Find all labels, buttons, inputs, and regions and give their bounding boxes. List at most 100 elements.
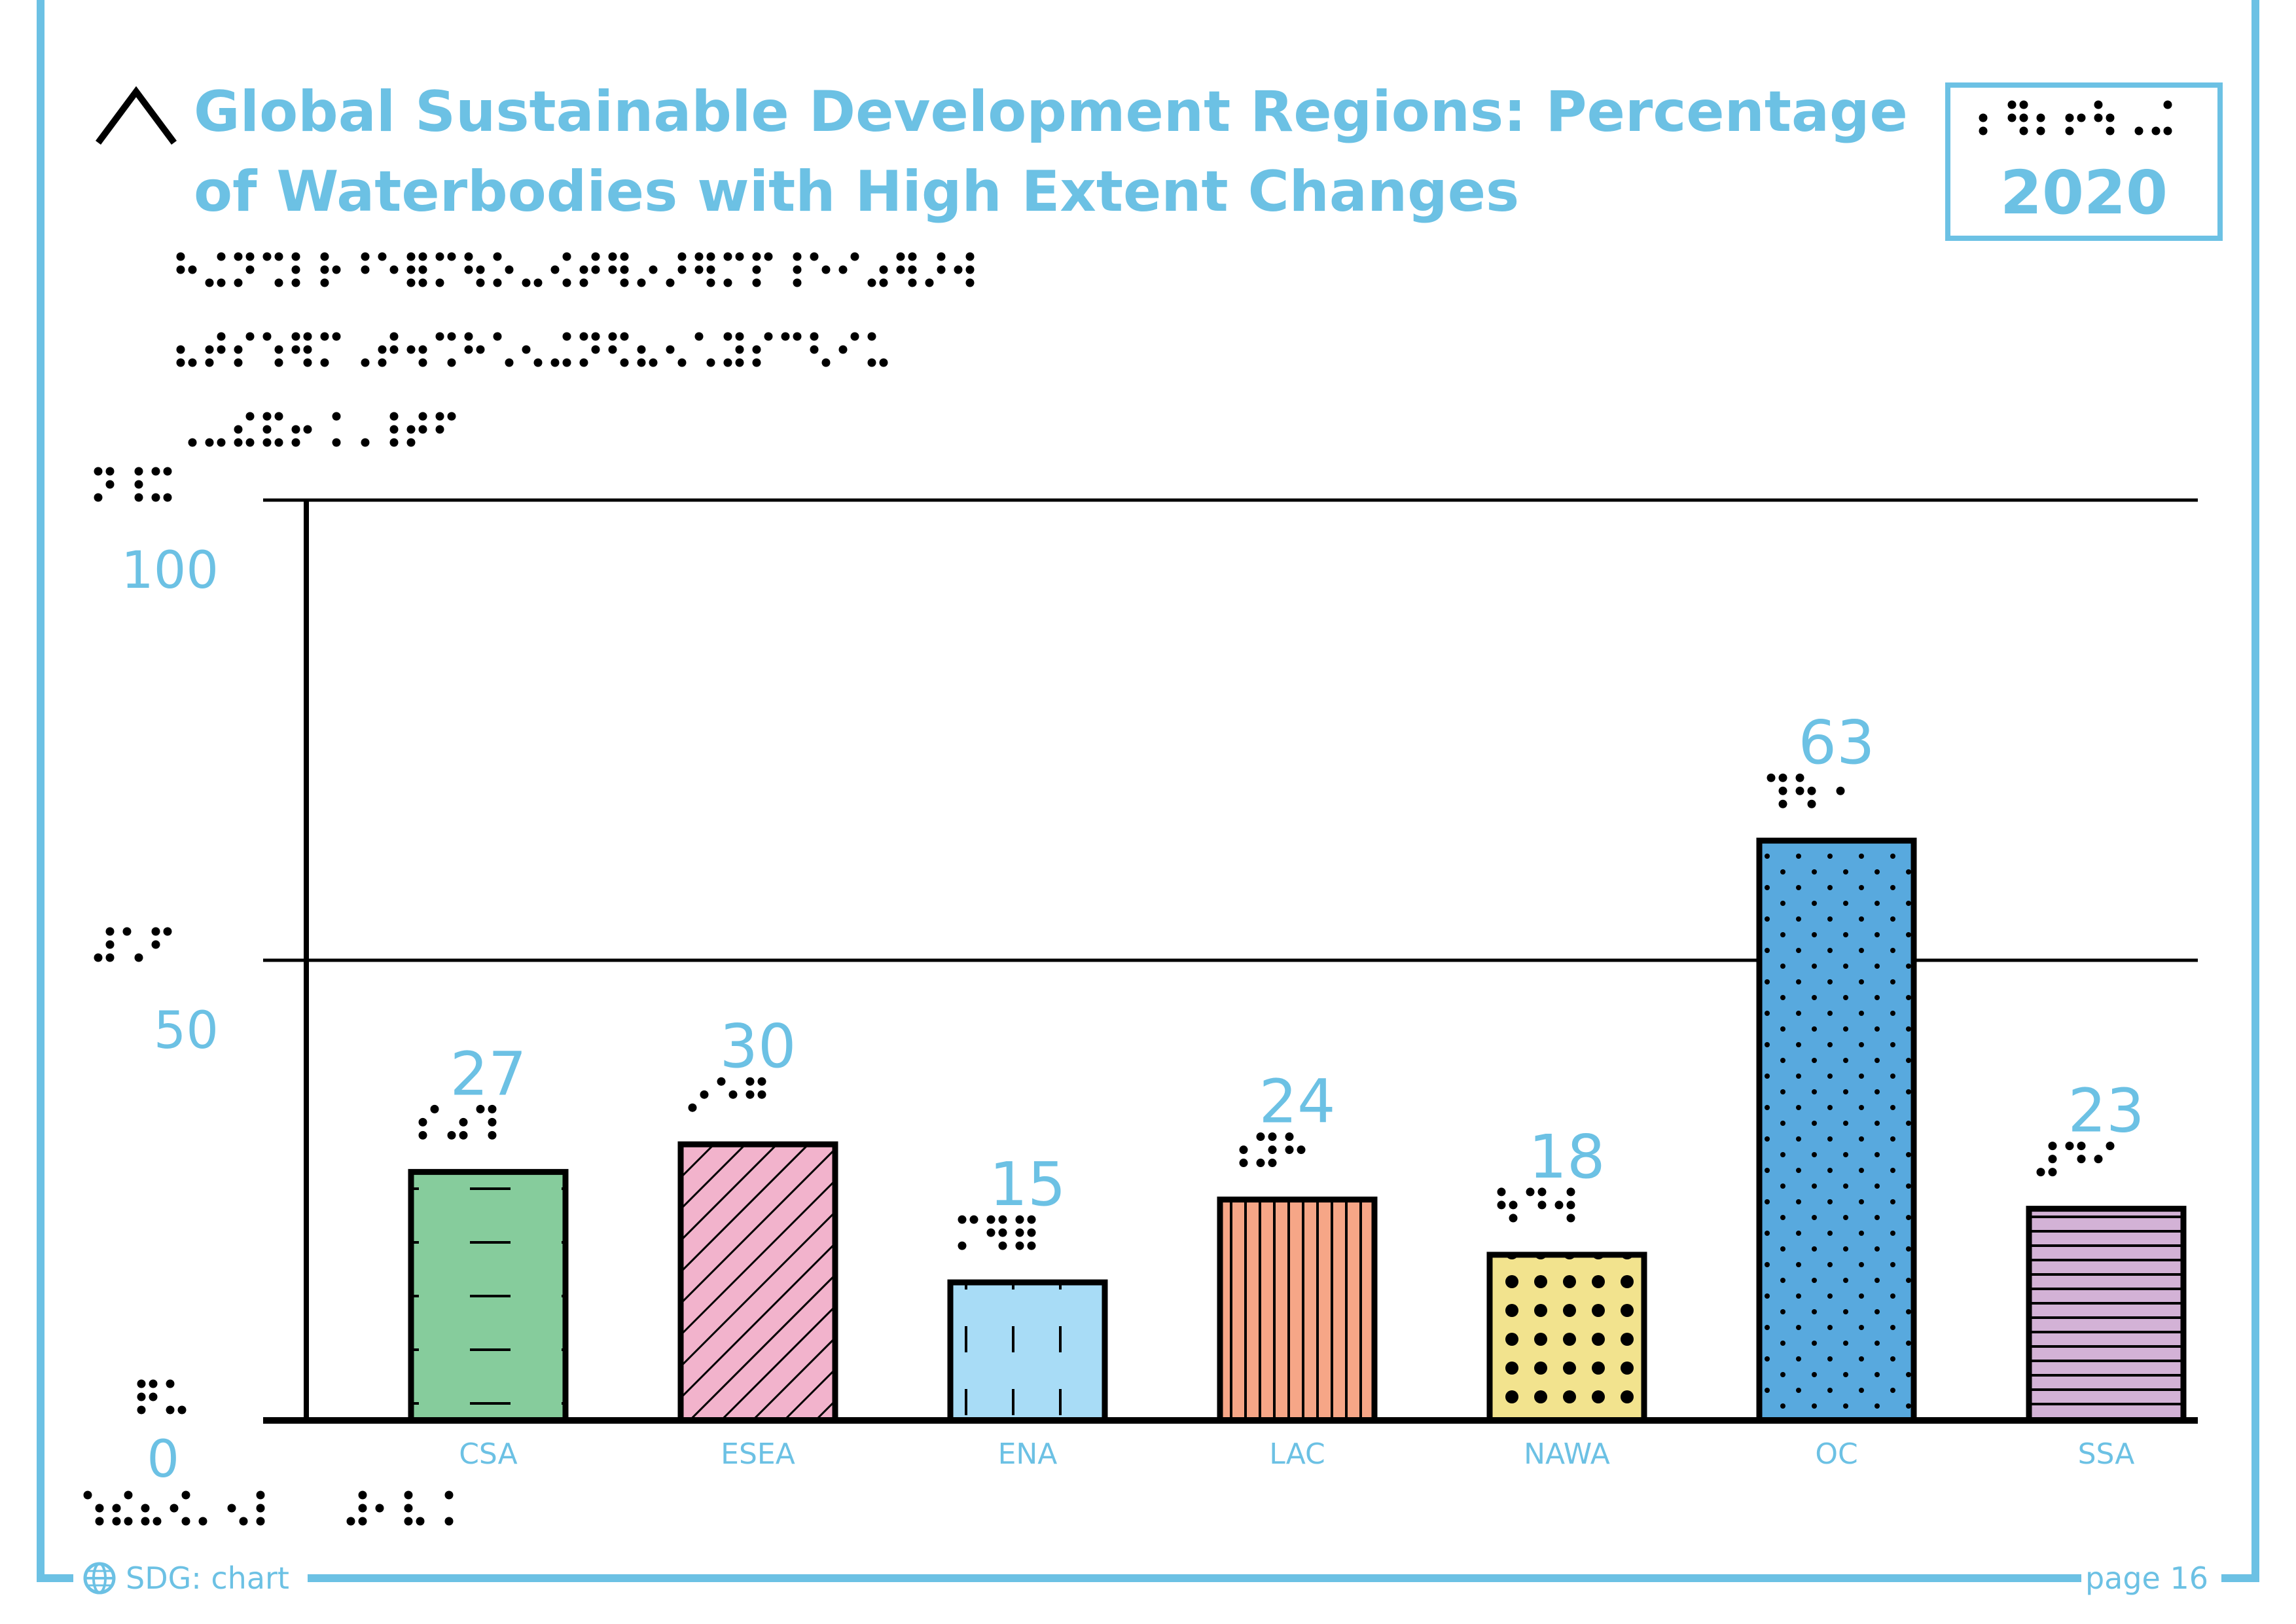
braille-dot (406, 438, 416, 447)
bar-ena (947, 1279, 1108, 1424)
braille-dot (1256, 1132, 1265, 1142)
braille-dot (706, 278, 715, 287)
braille-dot (1807, 799, 1816, 808)
braille-dot (361, 358, 370, 367)
braille-dot (406, 252, 416, 261)
braille-dot (188, 265, 197, 274)
braille-dot (969, 1215, 978, 1224)
braille-dot (320, 358, 329, 367)
braille-dot (735, 358, 744, 367)
braille-dot (735, 332, 744, 341)
bar-pattern (681, 1144, 835, 1420)
braille-dot (764, 332, 773, 341)
bar-oc (1756, 837, 1917, 1424)
braille-dot (1566, 1214, 1575, 1223)
braille-dot (1027, 1228, 1036, 1237)
braille-dot (879, 358, 888, 367)
braille-dot (2163, 126, 2172, 135)
axes (263, 500, 2198, 1424)
bar-ssa (2026, 1206, 2187, 1424)
braille-dot (464, 252, 473, 261)
footer-page-label: page 16 (2085, 1561, 2208, 1596)
year-braille-row (1979, 100, 2172, 135)
braille-dot (723, 358, 732, 367)
braille-dot (810, 345, 819, 354)
bar-pattern (2029, 1208, 2183, 1420)
braille-dot (181, 1517, 190, 1526)
category-labels: CSA ESEA ENA LAC NAWA OC SSA (459, 1437, 2134, 1471)
braille-dot (2094, 100, 2103, 109)
braille-dot (1509, 1214, 1518, 1223)
braille-dot (850, 332, 859, 341)
braille-dot (170, 1504, 179, 1513)
value-labels: 27 30 15 24 18 63 23 (450, 708, 2144, 1219)
braille-dot (188, 358, 197, 367)
bar-chart: 0 50 100 27 30 15 24 18 63 23 CSA ESEA ENA LAC NAWA O… (83, 467, 2198, 1526)
braille-dot (234, 252, 243, 261)
braille-dot (94, 467, 103, 476)
braille-dot (752, 278, 761, 287)
braille-dot (649, 358, 658, 367)
braille-dot (579, 358, 588, 367)
braille-dot (188, 438, 197, 447)
braille-dot (320, 278, 329, 287)
braille-dot (579, 332, 588, 341)
braille-dot (562, 252, 571, 261)
braille-dot (83, 1490, 92, 1500)
braille-dot (149, 1379, 158, 1388)
braille-dot (303, 332, 312, 341)
braille-dot (550, 358, 560, 367)
braille-dot (591, 252, 600, 261)
braille-dot (124, 1517, 133, 1526)
braille-dot (418, 412, 427, 421)
braille-dot (418, 345, 427, 354)
braille-dot (998, 1215, 1007, 1224)
braille-dot (1554, 1200, 1564, 1210)
year-braille (1979, 100, 2172, 135)
braille-dot (389, 345, 399, 354)
braille-dot (444, 1490, 454, 1500)
braille-dot (2065, 113, 2074, 122)
y-tick-label: 100 (121, 541, 219, 600)
braille-dot (163, 467, 172, 476)
braille-dot (435, 412, 444, 421)
bar-esea (677, 1141, 838, 1424)
braille-dot (476, 345, 485, 354)
braille-dot (476, 1104, 485, 1113)
bar-pattern (1220, 1199, 1374, 1420)
footer-left-label: SDG: chart (126, 1561, 289, 1596)
braille-dot (700, 1090, 709, 1099)
braille-dot (389, 438, 399, 447)
value-braille-ena (958, 1215, 1036, 1250)
y-tick-label: 50 (154, 1001, 219, 1060)
axis-braille (83, 1490, 454, 1526)
braille-dot (378, 358, 387, 367)
braille-dot (447, 332, 456, 341)
y-tick-braille (94, 467, 187, 1415)
braille-dot (459, 1117, 468, 1127)
braille-dot (141, 1504, 150, 1513)
braille-dot (493, 278, 502, 287)
braille-dot (1778, 799, 1787, 808)
braille-dot (793, 252, 802, 261)
braille-dot (332, 412, 341, 421)
braille-dot (464, 345, 473, 354)
braille-dot (591, 265, 600, 274)
braille-dot (579, 265, 588, 274)
braille-dot (464, 265, 473, 274)
value-braille-oc (1767, 773, 1845, 808)
braille-dot (998, 1241, 1007, 1250)
braille-dot (838, 345, 848, 354)
page-frame (37, 0, 2259, 1582)
braille-dot (2094, 1155, 2103, 1164)
y-tick-braille (94, 467, 172, 502)
braille-dot (591, 332, 600, 341)
braille-dot (620, 278, 629, 287)
braille-dot (245, 412, 255, 421)
braille-dot (533, 358, 543, 367)
braille-dot (176, 252, 185, 261)
braille-dot (262, 252, 272, 261)
braille-dot (291, 332, 300, 341)
braille-dot (239, 1517, 248, 1526)
braille-dot (850, 252, 859, 261)
